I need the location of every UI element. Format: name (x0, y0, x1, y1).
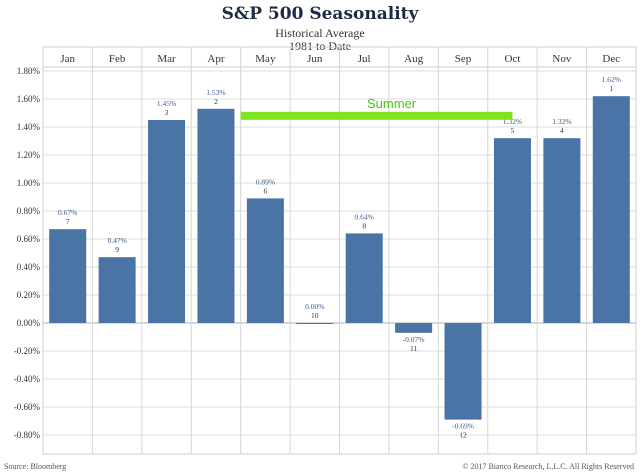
x-tick-label: Jul (358, 53, 371, 65)
copyright-note: © 2017 Bianco Research, L.L.C. All Right… (462, 462, 634, 471)
y-tick-label: -0.80% (14, 430, 41, 440)
data-label: -0.07% (403, 335, 425, 344)
data-label: -0.69% (452, 422, 474, 431)
bar (493, 138, 531, 323)
rank-label: 10 (311, 311, 319, 320)
y-tick-label: 0.80% (17, 206, 41, 216)
y-tick-label: 1.60% (17, 94, 41, 104)
y-tick-label: 0.00% (17, 318, 41, 328)
bar (246, 198, 284, 323)
y-tick-label: -0.20% (14, 346, 41, 356)
y-tick-label: 1.00% (17, 178, 41, 188)
data-label: 1.32% (552, 117, 571, 126)
bar (49, 229, 87, 323)
chart-period: 1981 to Date (289, 39, 351, 53)
data-label: 0.67% (58, 208, 77, 217)
x-tick-label: Feb (109, 53, 126, 65)
x-tick-label: Jan (60, 53, 75, 65)
bar (197, 108, 235, 323)
x-tick-label: Apr (207, 53, 224, 65)
y-tick-label: 1.20% (17, 150, 41, 160)
summer-label: Summer (367, 96, 417, 111)
rank-label: 2 (214, 97, 218, 106)
data-label: 0.00% (305, 302, 324, 311)
data-label: 1.32% (503, 117, 522, 126)
summer-band (240, 111, 513, 120)
x-tick-label: May (255, 53, 276, 65)
bar (296, 323, 334, 324)
y-tick-label: -0.40% (14, 374, 41, 384)
bar (395, 323, 433, 333)
x-tick-label: Mar (157, 53, 176, 65)
data-label: 0.47% (107, 236, 126, 245)
rank-label: 1 (609, 84, 613, 93)
rank-label: 9 (115, 245, 119, 254)
chart-title: S&P 500 Seasonality (221, 4, 419, 24)
data-label: 0.64% (355, 212, 374, 221)
data-label: 1.62% (602, 75, 621, 84)
rank-label: 5 (511, 126, 515, 135)
bar (148, 120, 186, 323)
x-tick-label: Aug (404, 53, 423, 65)
rank-label: 4 (560, 126, 564, 135)
y-tick-label: 0.40% (17, 262, 41, 272)
y-tick-label: 1.40% (17, 122, 41, 132)
rank-label: 3 (165, 108, 169, 117)
chart-subtitle: Historical Average (275, 26, 365, 40)
bar (592, 96, 630, 323)
bar (345, 233, 383, 323)
bar (98, 257, 136, 323)
x-tick-label: Dec (602, 53, 620, 65)
x-tick-label: Sep (455, 53, 472, 65)
data-label: 1.45% (157, 99, 176, 108)
rank-label: 11 (410, 344, 417, 353)
rank-label: 6 (264, 186, 268, 195)
source-note: Source: Bloomberg (4, 462, 67, 471)
bar (444, 323, 482, 420)
rank-label: 12 (459, 431, 467, 440)
x-tick-label: Jun (307, 53, 323, 65)
x-tick-label: Oct (505, 53, 521, 65)
y-tick-label: 0.20% (17, 290, 41, 300)
data-label: 1.53% (206, 88, 225, 97)
y-tick-label: 0.60% (17, 234, 41, 244)
y-tick-label: -0.60% (14, 402, 41, 412)
y-tick-label: 1.80% (17, 66, 41, 76)
data-label: 0.89% (256, 177, 275, 186)
rank-label: 7 (66, 217, 70, 226)
bar (543, 138, 581, 323)
x-tick-label: Nov (552, 53, 571, 65)
rank-label: 8 (362, 221, 366, 230)
